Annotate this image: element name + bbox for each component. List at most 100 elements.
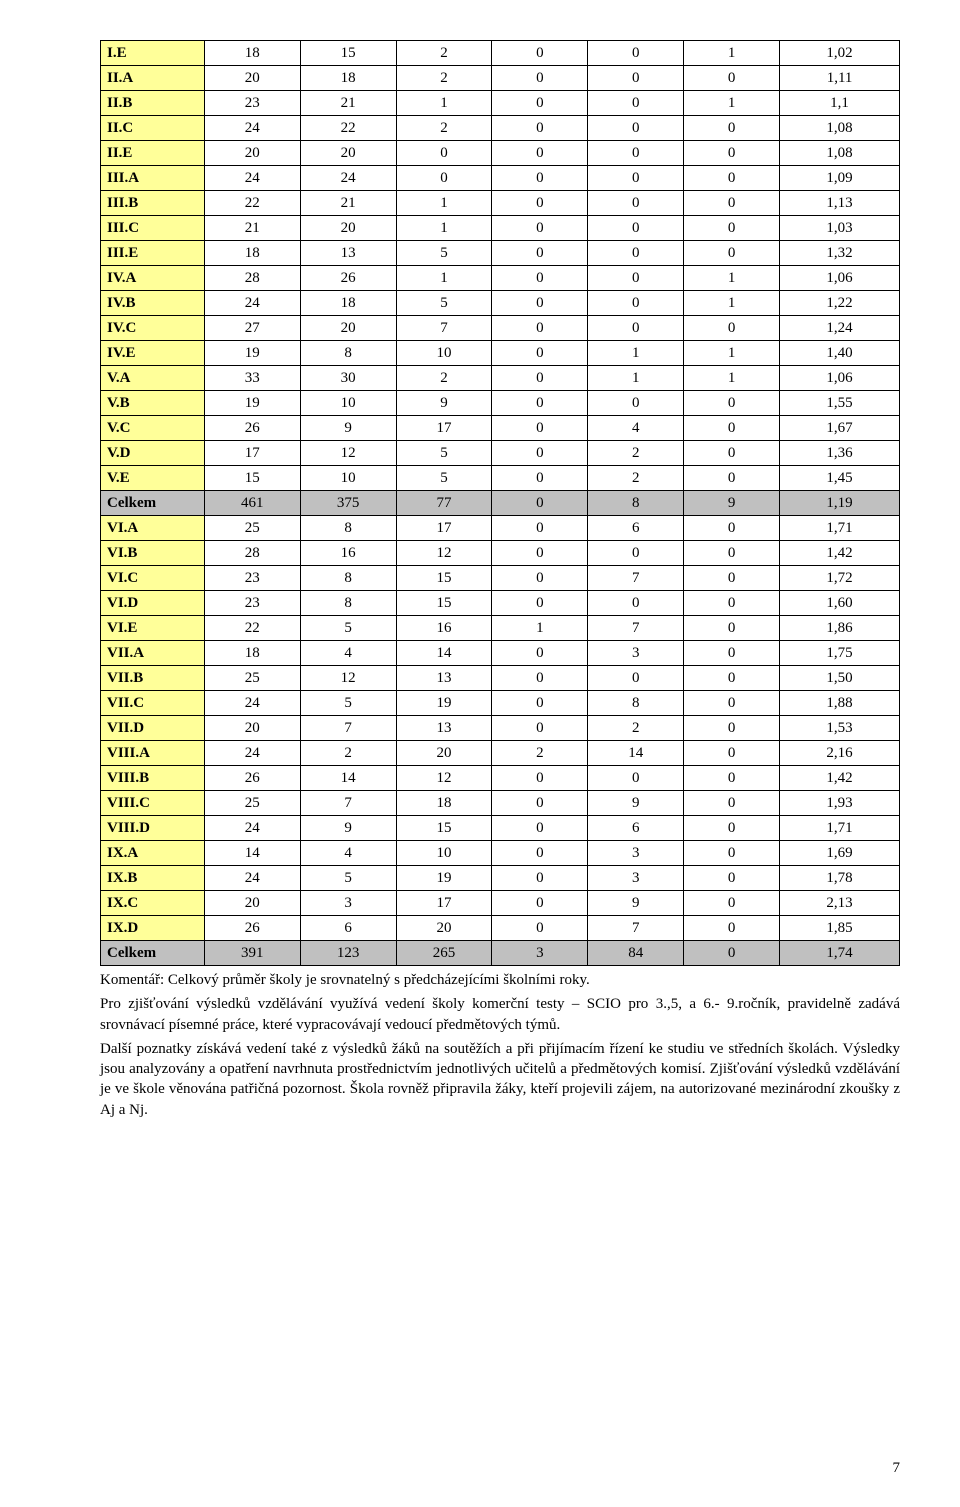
row-avg: 1,19 <box>780 491 900 516</box>
cell: 0 <box>492 266 588 291</box>
cell: 5 <box>396 466 492 491</box>
row-avg: 1,67 <box>780 416 900 441</box>
table-row: III.B222110001,13 <box>101 191 900 216</box>
cell: 375 <box>300 491 396 516</box>
cell: 0 <box>492 891 588 916</box>
row-label: Celkem <box>101 491 205 516</box>
table-row: VIII.D249150601,71 <box>101 816 900 841</box>
cell: 1 <box>396 266 492 291</box>
cell: 0 <box>492 841 588 866</box>
cell: 12 <box>396 766 492 791</box>
table-row: VII.C245190801,88 <box>101 691 900 716</box>
row-avg: 1,88 <box>780 691 900 716</box>
cell: 0 <box>684 666 780 691</box>
cell: 5 <box>300 866 396 891</box>
table-row: IX.A144100301,69 <box>101 841 900 866</box>
row-avg: 1,69 <box>780 841 900 866</box>
cell: 77 <box>396 491 492 516</box>
cell: 7 <box>396 316 492 341</box>
cell: 20 <box>204 891 300 916</box>
row-avg: 1,06 <box>780 266 900 291</box>
cell: 0 <box>684 316 780 341</box>
cell: 22 <box>204 616 300 641</box>
row-avg: 1,42 <box>780 766 900 791</box>
commentary-p3: Další poznatky získává vedení také z výs… <box>100 1039 900 1120</box>
row-label: V.E <box>101 466 205 491</box>
cell: 0 <box>684 66 780 91</box>
row-avg: 1,55 <box>780 391 900 416</box>
cell: 24 <box>204 691 300 716</box>
table-row: Celkem39112326538401,74 <box>101 941 900 966</box>
row-avg: 1,71 <box>780 816 900 841</box>
cell: 28 <box>204 541 300 566</box>
cell: 0 <box>492 341 588 366</box>
cell: 25 <box>204 791 300 816</box>
table-row: Celkem461375770891,19 <box>101 491 900 516</box>
cell: 21 <box>300 91 396 116</box>
cell: 18 <box>204 41 300 66</box>
cell: 0 <box>588 391 684 416</box>
table-row: IV.A282610011,06 <box>101 266 900 291</box>
cell: 0 <box>684 766 780 791</box>
cell: 2 <box>300 741 396 766</box>
cell: 22 <box>300 116 396 141</box>
row-label: IV.A <box>101 266 205 291</box>
cell: 1 <box>684 91 780 116</box>
cell: 0 <box>684 516 780 541</box>
row-avg: 1,09 <box>780 166 900 191</box>
cell: 0 <box>492 666 588 691</box>
cell: 0 <box>492 691 588 716</box>
cell: 15 <box>204 466 300 491</box>
cell: 0 <box>588 91 684 116</box>
cell: 1 <box>396 191 492 216</box>
row-label: VII.D <box>101 716 205 741</box>
table-row: II.B232110011,1 <box>101 91 900 116</box>
table-row: VIII.B2614120001,42 <box>101 766 900 791</box>
cell: 5 <box>396 241 492 266</box>
cell: 0 <box>492 866 588 891</box>
table-row: IX.B245190301,78 <box>101 866 900 891</box>
row-label: VIII.A <box>101 741 205 766</box>
cell: 0 <box>684 191 780 216</box>
cell: 0 <box>684 116 780 141</box>
table-row: III.C212010001,03 <box>101 216 900 241</box>
cell: 0 <box>492 766 588 791</box>
table-row: VI.A258170601,71 <box>101 516 900 541</box>
table-row: V.C269170401,67 <box>101 416 900 441</box>
cell: 20 <box>300 316 396 341</box>
table-row: VI.B2816120001,42 <box>101 541 900 566</box>
row-avg: 1,45 <box>780 466 900 491</box>
table-row: II.E202000001,08 <box>101 141 900 166</box>
row-label: VI.E <box>101 616 205 641</box>
table-row: V.E151050201,45 <box>101 466 900 491</box>
cell: 5 <box>396 291 492 316</box>
table-row: I.E181520011,02 <box>101 41 900 66</box>
table-row: II.C242220001,08 <box>101 116 900 141</box>
cell: 0 <box>588 241 684 266</box>
cell: 10 <box>396 341 492 366</box>
cell: 9 <box>684 491 780 516</box>
cell: 0 <box>492 66 588 91</box>
row-avg: 1,50 <box>780 666 900 691</box>
cell: 0 <box>588 766 684 791</box>
cell: 24 <box>204 866 300 891</box>
table-row: VII.D207130201,53 <box>101 716 900 741</box>
cell: 1 <box>396 91 492 116</box>
cell: 21 <box>204 216 300 241</box>
cell: 1 <box>684 41 780 66</box>
cell: 24 <box>204 291 300 316</box>
cell: 3 <box>588 641 684 666</box>
cell: 16 <box>396 616 492 641</box>
cell: 0 <box>684 891 780 916</box>
cell: 1 <box>684 266 780 291</box>
cell: 2 <box>396 41 492 66</box>
cell: 26 <box>204 766 300 791</box>
cell: 26 <box>204 916 300 941</box>
cell: 14 <box>204 841 300 866</box>
cell: 0 <box>492 91 588 116</box>
cell: 9 <box>300 816 396 841</box>
row-label: II.C <box>101 116 205 141</box>
cell: 0 <box>684 916 780 941</box>
cell: 0 <box>588 666 684 691</box>
cell: 0 <box>684 791 780 816</box>
